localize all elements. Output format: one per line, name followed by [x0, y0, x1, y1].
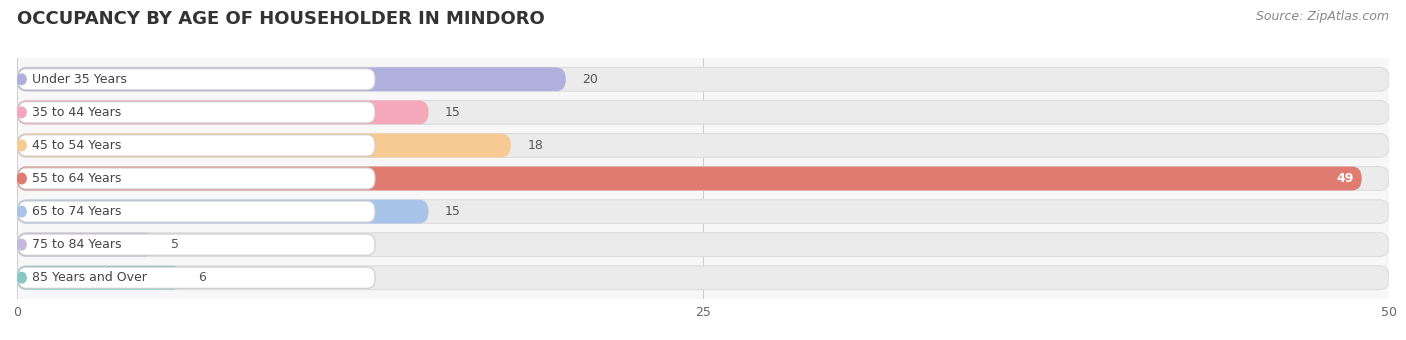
FancyBboxPatch shape: [17, 233, 1389, 257]
FancyBboxPatch shape: [17, 200, 1389, 223]
Text: 75 to 84 Years: 75 to 84 Years: [32, 238, 121, 251]
Text: 5: 5: [170, 238, 179, 251]
FancyBboxPatch shape: [18, 234, 375, 255]
FancyBboxPatch shape: [17, 233, 155, 257]
FancyBboxPatch shape: [18, 102, 375, 123]
FancyBboxPatch shape: [18, 267, 375, 288]
Circle shape: [17, 140, 27, 151]
Text: 15: 15: [446, 205, 461, 218]
FancyBboxPatch shape: [17, 167, 1361, 190]
FancyBboxPatch shape: [18, 69, 375, 90]
FancyBboxPatch shape: [17, 167, 1389, 190]
Text: Under 35 Years: Under 35 Years: [32, 73, 127, 86]
FancyBboxPatch shape: [17, 100, 1389, 124]
Circle shape: [17, 272, 27, 283]
Text: 65 to 74 Years: 65 to 74 Years: [32, 205, 121, 218]
FancyBboxPatch shape: [17, 67, 1389, 91]
Text: 49: 49: [1336, 172, 1354, 185]
Text: 55 to 64 Years: 55 to 64 Years: [32, 172, 121, 185]
FancyBboxPatch shape: [18, 168, 375, 189]
Text: 6: 6: [198, 271, 205, 284]
FancyBboxPatch shape: [17, 266, 181, 290]
Circle shape: [17, 107, 27, 118]
FancyBboxPatch shape: [17, 67, 565, 91]
Text: 35 to 44 Years: 35 to 44 Years: [32, 106, 121, 119]
Circle shape: [17, 74, 27, 85]
Text: 20: 20: [582, 73, 598, 86]
Text: OCCUPANCY BY AGE OF HOUSEHOLDER IN MINDORO: OCCUPANCY BY AGE OF HOUSEHOLDER IN MINDO…: [17, 10, 544, 28]
FancyBboxPatch shape: [17, 100, 429, 124]
FancyBboxPatch shape: [18, 201, 375, 222]
Circle shape: [17, 239, 27, 250]
Text: Source: ZipAtlas.com: Source: ZipAtlas.com: [1256, 10, 1389, 23]
Text: 85 Years and Over: 85 Years and Over: [32, 271, 146, 284]
Circle shape: [17, 173, 27, 184]
FancyBboxPatch shape: [17, 134, 1389, 157]
FancyBboxPatch shape: [17, 200, 429, 223]
Text: 18: 18: [527, 139, 543, 152]
Text: 15: 15: [446, 106, 461, 119]
FancyBboxPatch shape: [18, 135, 375, 156]
Text: 45 to 54 Years: 45 to 54 Years: [32, 139, 121, 152]
FancyBboxPatch shape: [17, 266, 1389, 290]
FancyBboxPatch shape: [17, 134, 510, 157]
Circle shape: [17, 206, 27, 217]
